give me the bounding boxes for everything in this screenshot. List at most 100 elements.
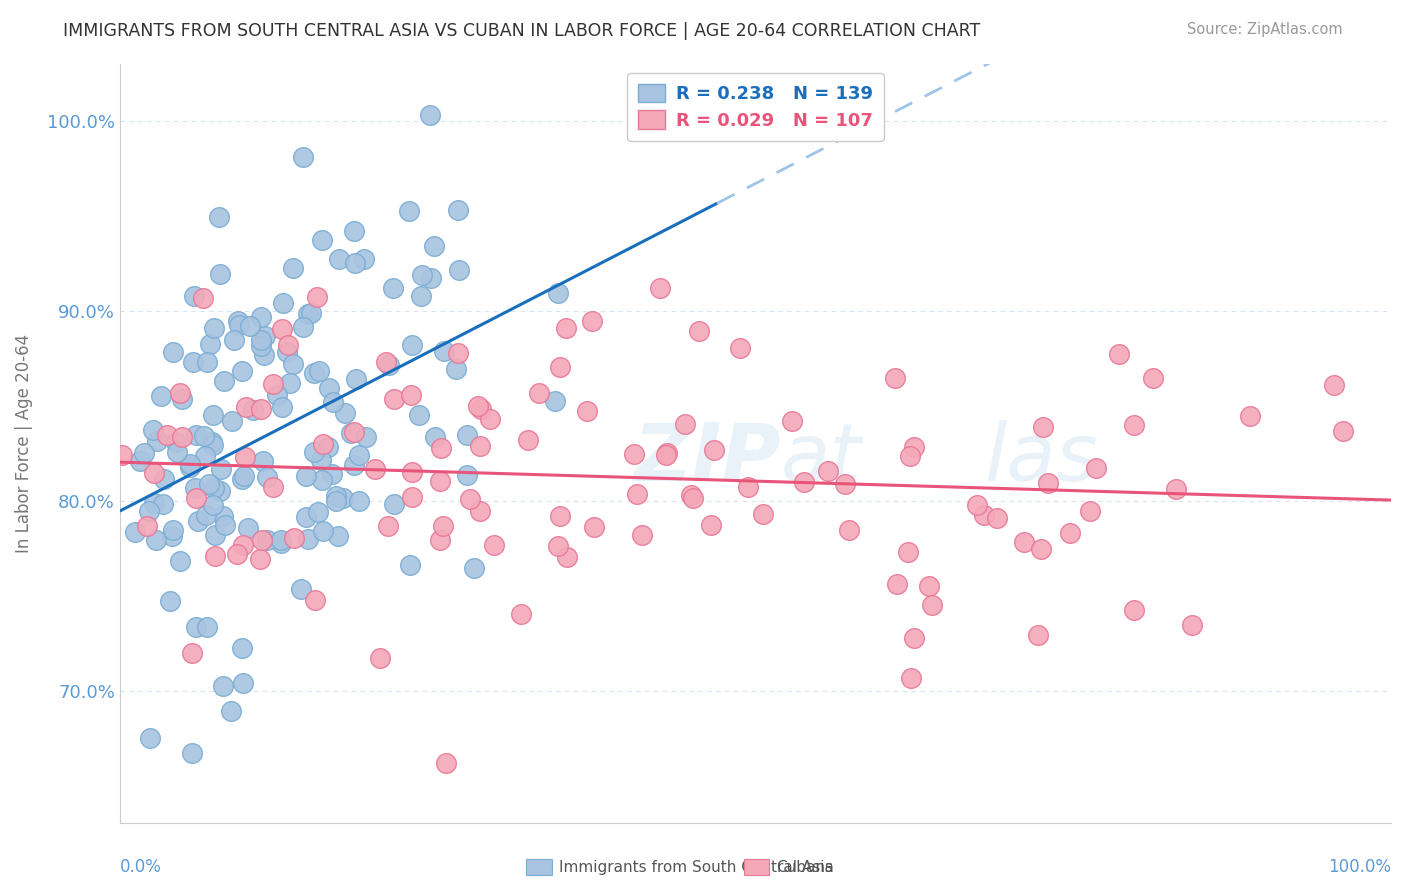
Point xyxy=(165,435,187,450)
Point xyxy=(134,446,156,460)
Point xyxy=(311,473,333,487)
Point xyxy=(159,594,181,608)
Point xyxy=(1032,419,1054,434)
Point xyxy=(312,437,335,451)
Point xyxy=(1036,475,1059,490)
Point xyxy=(138,504,160,518)
Point xyxy=(548,509,571,524)
Point xyxy=(419,271,441,285)
Point xyxy=(291,150,314,164)
Point xyxy=(208,484,231,499)
Point xyxy=(375,355,398,369)
Point xyxy=(886,577,908,591)
Point xyxy=(1142,370,1164,384)
Point xyxy=(256,469,278,483)
Point xyxy=(382,392,405,406)
Point xyxy=(422,238,444,252)
Point xyxy=(309,452,332,467)
Point xyxy=(239,319,262,334)
Point xyxy=(231,472,253,486)
Point xyxy=(1164,482,1187,496)
Point xyxy=(231,640,253,655)
Point xyxy=(181,746,204,760)
Point xyxy=(966,498,988,512)
Point xyxy=(249,339,271,353)
Point xyxy=(181,646,204,660)
Point xyxy=(195,508,218,523)
Point xyxy=(583,519,606,533)
Point xyxy=(294,468,316,483)
Point xyxy=(672,76,695,90)
Point xyxy=(278,376,301,391)
Point xyxy=(655,448,678,462)
Point xyxy=(219,704,242,718)
Point xyxy=(236,521,259,535)
Point xyxy=(328,252,350,266)
Point xyxy=(226,314,249,328)
Point xyxy=(299,305,322,319)
Text: at: at xyxy=(780,420,862,498)
Point xyxy=(290,582,312,596)
Point xyxy=(312,524,335,539)
Point xyxy=(1239,409,1261,424)
Y-axis label: In Labor Force | Age 20-64: In Labor Force | Age 20-64 xyxy=(15,334,32,553)
Point xyxy=(544,394,567,409)
Point xyxy=(311,233,333,247)
Point xyxy=(277,338,299,352)
Point xyxy=(162,523,184,537)
Point xyxy=(364,461,387,475)
Point xyxy=(377,519,399,533)
Text: ZIP: ZIP xyxy=(634,420,780,498)
Point xyxy=(398,204,420,219)
Point xyxy=(262,377,284,392)
Point xyxy=(250,333,273,347)
Point xyxy=(344,372,367,386)
Point xyxy=(703,442,725,457)
Point xyxy=(623,447,645,461)
Point xyxy=(297,307,319,321)
Point xyxy=(233,450,256,464)
Point xyxy=(463,561,485,575)
Point xyxy=(399,558,422,572)
Point xyxy=(304,367,326,381)
Point xyxy=(325,489,347,503)
Point xyxy=(281,260,304,275)
Point xyxy=(655,446,678,460)
Point xyxy=(423,430,446,444)
Point xyxy=(232,538,254,552)
Point xyxy=(186,491,208,506)
Point xyxy=(479,412,502,426)
Point xyxy=(242,403,264,417)
Point xyxy=(326,529,349,543)
Point xyxy=(179,457,201,471)
Point xyxy=(1012,535,1035,549)
Point xyxy=(181,354,204,368)
Point xyxy=(253,329,276,343)
Point xyxy=(202,499,225,513)
Point xyxy=(186,620,208,634)
Text: las: las xyxy=(984,420,1098,498)
Point xyxy=(202,408,225,422)
Point xyxy=(304,593,326,607)
Point xyxy=(212,374,235,388)
Point xyxy=(384,497,406,511)
Point xyxy=(149,389,172,403)
Point xyxy=(429,441,451,455)
Point xyxy=(1123,602,1146,616)
Point xyxy=(129,454,152,468)
Point xyxy=(921,598,943,612)
Point xyxy=(249,552,271,566)
Point xyxy=(231,364,253,378)
Point xyxy=(356,430,378,444)
Point xyxy=(340,425,363,440)
Point xyxy=(1333,424,1355,438)
Point xyxy=(752,508,775,522)
Point xyxy=(195,619,218,633)
Point xyxy=(266,388,288,402)
Text: Source: ZipAtlas.com: Source: ZipAtlas.com xyxy=(1187,22,1343,37)
Point xyxy=(401,338,423,352)
Point xyxy=(162,528,184,542)
Point xyxy=(201,434,224,449)
Point xyxy=(253,348,276,362)
Point xyxy=(295,509,318,524)
